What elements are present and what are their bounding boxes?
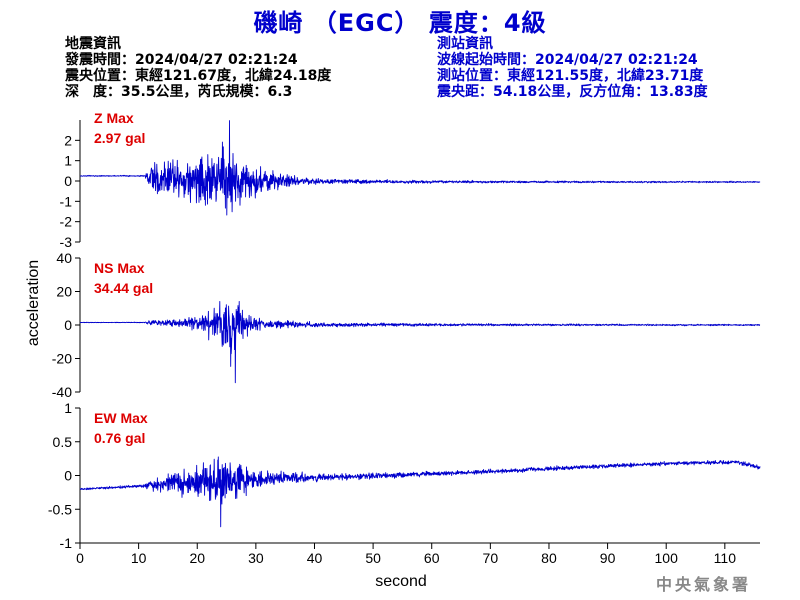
x-tick-label: 90 xyxy=(600,550,616,566)
x-tick-label: 20 xyxy=(189,550,205,566)
x-tick-label: 40 xyxy=(307,550,323,566)
ew-trace xyxy=(79,456,761,528)
ew-max-value: 0.76 gal xyxy=(94,430,146,446)
ns-y-tick-label: -20 xyxy=(52,351,72,367)
ew-y-tick-label: 0.5 xyxy=(53,434,73,450)
ns-y-tick-label: -40 xyxy=(52,384,72,400)
epicenter-location: 震央位置：東經121.67度，北緯24.18度 xyxy=(65,68,332,84)
x-tick-label: 0 xyxy=(76,550,84,566)
depth-magnitude: 深 度：35.5公里，芮氏規模：6.3 xyxy=(65,84,293,100)
event-info-heading: 地震資訊 xyxy=(65,36,121,52)
z-max-value: 2.97 gal xyxy=(94,130,146,146)
z-y-tick-label: 2 xyxy=(64,132,72,148)
x-tick-label: 100 xyxy=(655,550,679,566)
z-y-tick-label: -3 xyxy=(60,234,73,250)
ns-y-tick-label: 40 xyxy=(56,250,72,266)
y-axis-label: acceleration xyxy=(25,260,42,346)
ew-y-tick-label: 1 xyxy=(64,400,72,416)
z-y-tick-label: 0 xyxy=(64,173,72,189)
station-info-heading: 測站資訊 xyxy=(437,36,493,52)
z-trace xyxy=(79,120,761,216)
ew-max-label: EW Max xyxy=(94,410,148,426)
x-tick-label: 70 xyxy=(483,550,499,566)
x-tick-label: 110 xyxy=(714,550,737,566)
ns-y-tick-label: 20 xyxy=(56,284,72,300)
x-tick-label: 50 xyxy=(365,550,381,566)
z-max-label: Z Max xyxy=(94,110,134,126)
wave-start-time: 波線起始時間：2024/04/27 02:21:24 xyxy=(437,52,698,68)
x-tick-label: 80 xyxy=(541,550,557,566)
ns-trace xyxy=(79,301,761,384)
ns-max-value: 34.44 gal xyxy=(94,280,154,296)
origin-time: 發震時間：2024/04/27 02:21:24 xyxy=(65,52,298,68)
station-location: 測站位置：東經121.55度，北緯23.71度 xyxy=(437,68,704,84)
epicentral-distance: 震央距：54.18公里，反方位角：13.83度 xyxy=(437,84,708,100)
x-tick-label: 60 xyxy=(424,550,440,566)
ew-y-tick-label: 0 xyxy=(64,468,72,484)
page-title: 磯崎 （EGC） 震度：4級 xyxy=(253,9,547,37)
ew-y-tick-label: -1 xyxy=(60,535,73,551)
x-tick-label: 10 xyxy=(131,550,147,566)
z-y-tick-label: -1 xyxy=(60,193,73,209)
agency-credit: 中央氣象署 xyxy=(656,575,752,594)
ew-y-tick-label: -0.5 xyxy=(48,501,72,517)
z-y-tick-label: 1 xyxy=(64,153,72,169)
x-tick-label: 30 xyxy=(248,550,264,566)
ns-y-tick-label: 0 xyxy=(64,317,72,333)
z-y-tick-label: -2 xyxy=(60,214,73,230)
x-axis-label: second xyxy=(375,573,427,590)
ns-max-label: NS Max xyxy=(94,260,145,276)
